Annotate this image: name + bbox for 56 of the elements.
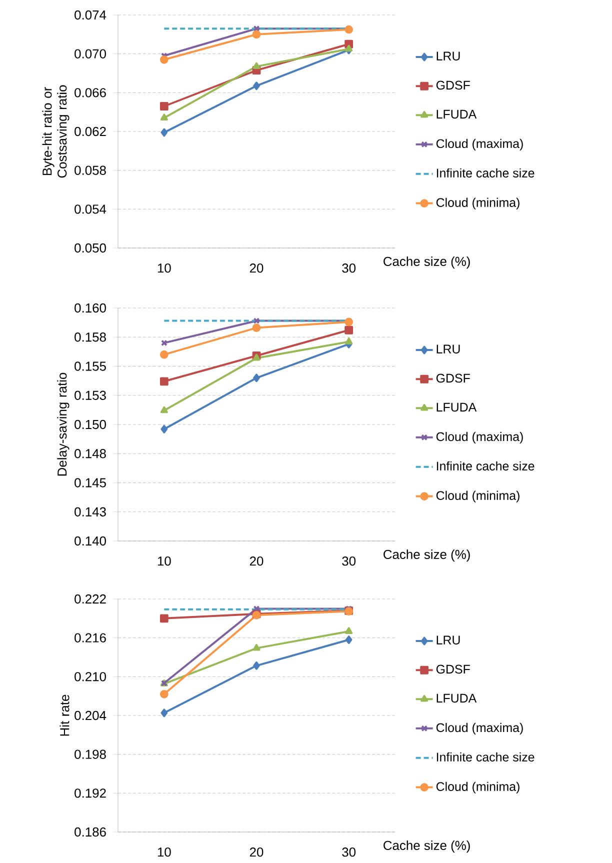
y-tick-label: 0.158 bbox=[74, 332, 106, 342]
y-tick-label: 0.160 bbox=[74, 303, 106, 313]
y-tick-label: 0.070 bbox=[74, 49, 106, 58]
y-tick-label: 0.192 bbox=[74, 788, 106, 798]
x-tick-label: 30 bbox=[342, 264, 356, 273]
x-tick-label: 20 bbox=[250, 264, 264, 273]
y-tick-label: 0.198 bbox=[74, 750, 106, 759]
y-axis-title: Hit rate bbox=[60, 694, 70, 736]
y-tick-label: 0.074 bbox=[74, 10, 106, 20]
x-tick-label: 30 bbox=[342, 556, 356, 566]
legend-label: GDSF bbox=[436, 374, 470, 383]
legend-label: LRU bbox=[436, 636, 460, 644]
y-tick-label: 0.140 bbox=[74, 536, 106, 546]
x-tick-label: 10 bbox=[158, 848, 171, 857]
y-axis-title: Delay-saving ratio bbox=[57, 372, 70, 476]
legend-label: Cloud (maxima) bbox=[436, 432, 523, 444]
y-tick-label: 0.153 bbox=[74, 390, 106, 400]
legend-label: Infinite cache size bbox=[436, 461, 534, 471]
legend-label: Cloud (maxima) bbox=[436, 138, 523, 151]
y-tick-label: 0.054 bbox=[74, 204, 106, 214]
legend-label: LFUDA bbox=[436, 110, 477, 119]
legend-label: Infinite cache size bbox=[436, 168, 534, 178]
legend-label: LRU bbox=[436, 344, 460, 354]
y-tick-label: 0.150 bbox=[74, 420, 106, 430]
y-tick-label: 0.216 bbox=[74, 633, 106, 642]
x-axis-title: Cache size (%) bbox=[384, 256, 470, 269]
x-tick-label: 20 bbox=[250, 848, 264, 857]
y-tick-label: 0.155 bbox=[74, 362, 106, 371]
legend-label: LFUDA bbox=[436, 694, 477, 703]
y-tick-label: 0.058 bbox=[74, 166, 106, 175]
legend-label: GDSF bbox=[436, 664, 470, 674]
x-axis-title: Cache size (%) bbox=[384, 840, 470, 853]
legend-label: GDSF bbox=[436, 80, 470, 90]
legend-label: Infinite cache size bbox=[436, 752, 534, 762]
x-tick-label: 30 bbox=[342, 848, 356, 857]
x-tick-label: 10 bbox=[158, 556, 171, 566]
x-axis-title: Cache size (%) bbox=[384, 550, 470, 562]
y-tick-label: 0.145 bbox=[74, 478, 106, 488]
y-tick-label: 0.222 bbox=[74, 594, 106, 604]
y-tick-label: 0.204 bbox=[74, 710, 106, 720]
x-tick-label: 10 bbox=[158, 264, 171, 273]
legend-label: Cloud (maxima) bbox=[436, 722, 523, 735]
legend-label: LRU bbox=[436, 52, 460, 60]
y-tick-label: 0.186 bbox=[74, 827, 106, 837]
y-tick-label: 0.210 bbox=[74, 672, 106, 682]
x-tick-label: 20 bbox=[250, 556, 264, 566]
legend-label: Cloud (minima) bbox=[436, 198, 520, 210]
legend-label: Cloud (minima) bbox=[436, 490, 520, 502]
legend-label: Cloud (minima) bbox=[436, 782, 520, 794]
y-tick-label: 0.062 bbox=[74, 126, 106, 136]
y-tick-label: 0.143 bbox=[74, 507, 106, 516]
y-tick-label: 0.050 bbox=[74, 243, 106, 253]
y-tick-label: 0.066 bbox=[74, 88, 106, 98]
y-tick-label: 0.148 bbox=[74, 449, 106, 458]
y-axis-title: Byte-hit ratio or Costsaving ratio bbox=[42, 85, 70, 178]
legend-label: LFUDA bbox=[436, 402, 477, 412]
